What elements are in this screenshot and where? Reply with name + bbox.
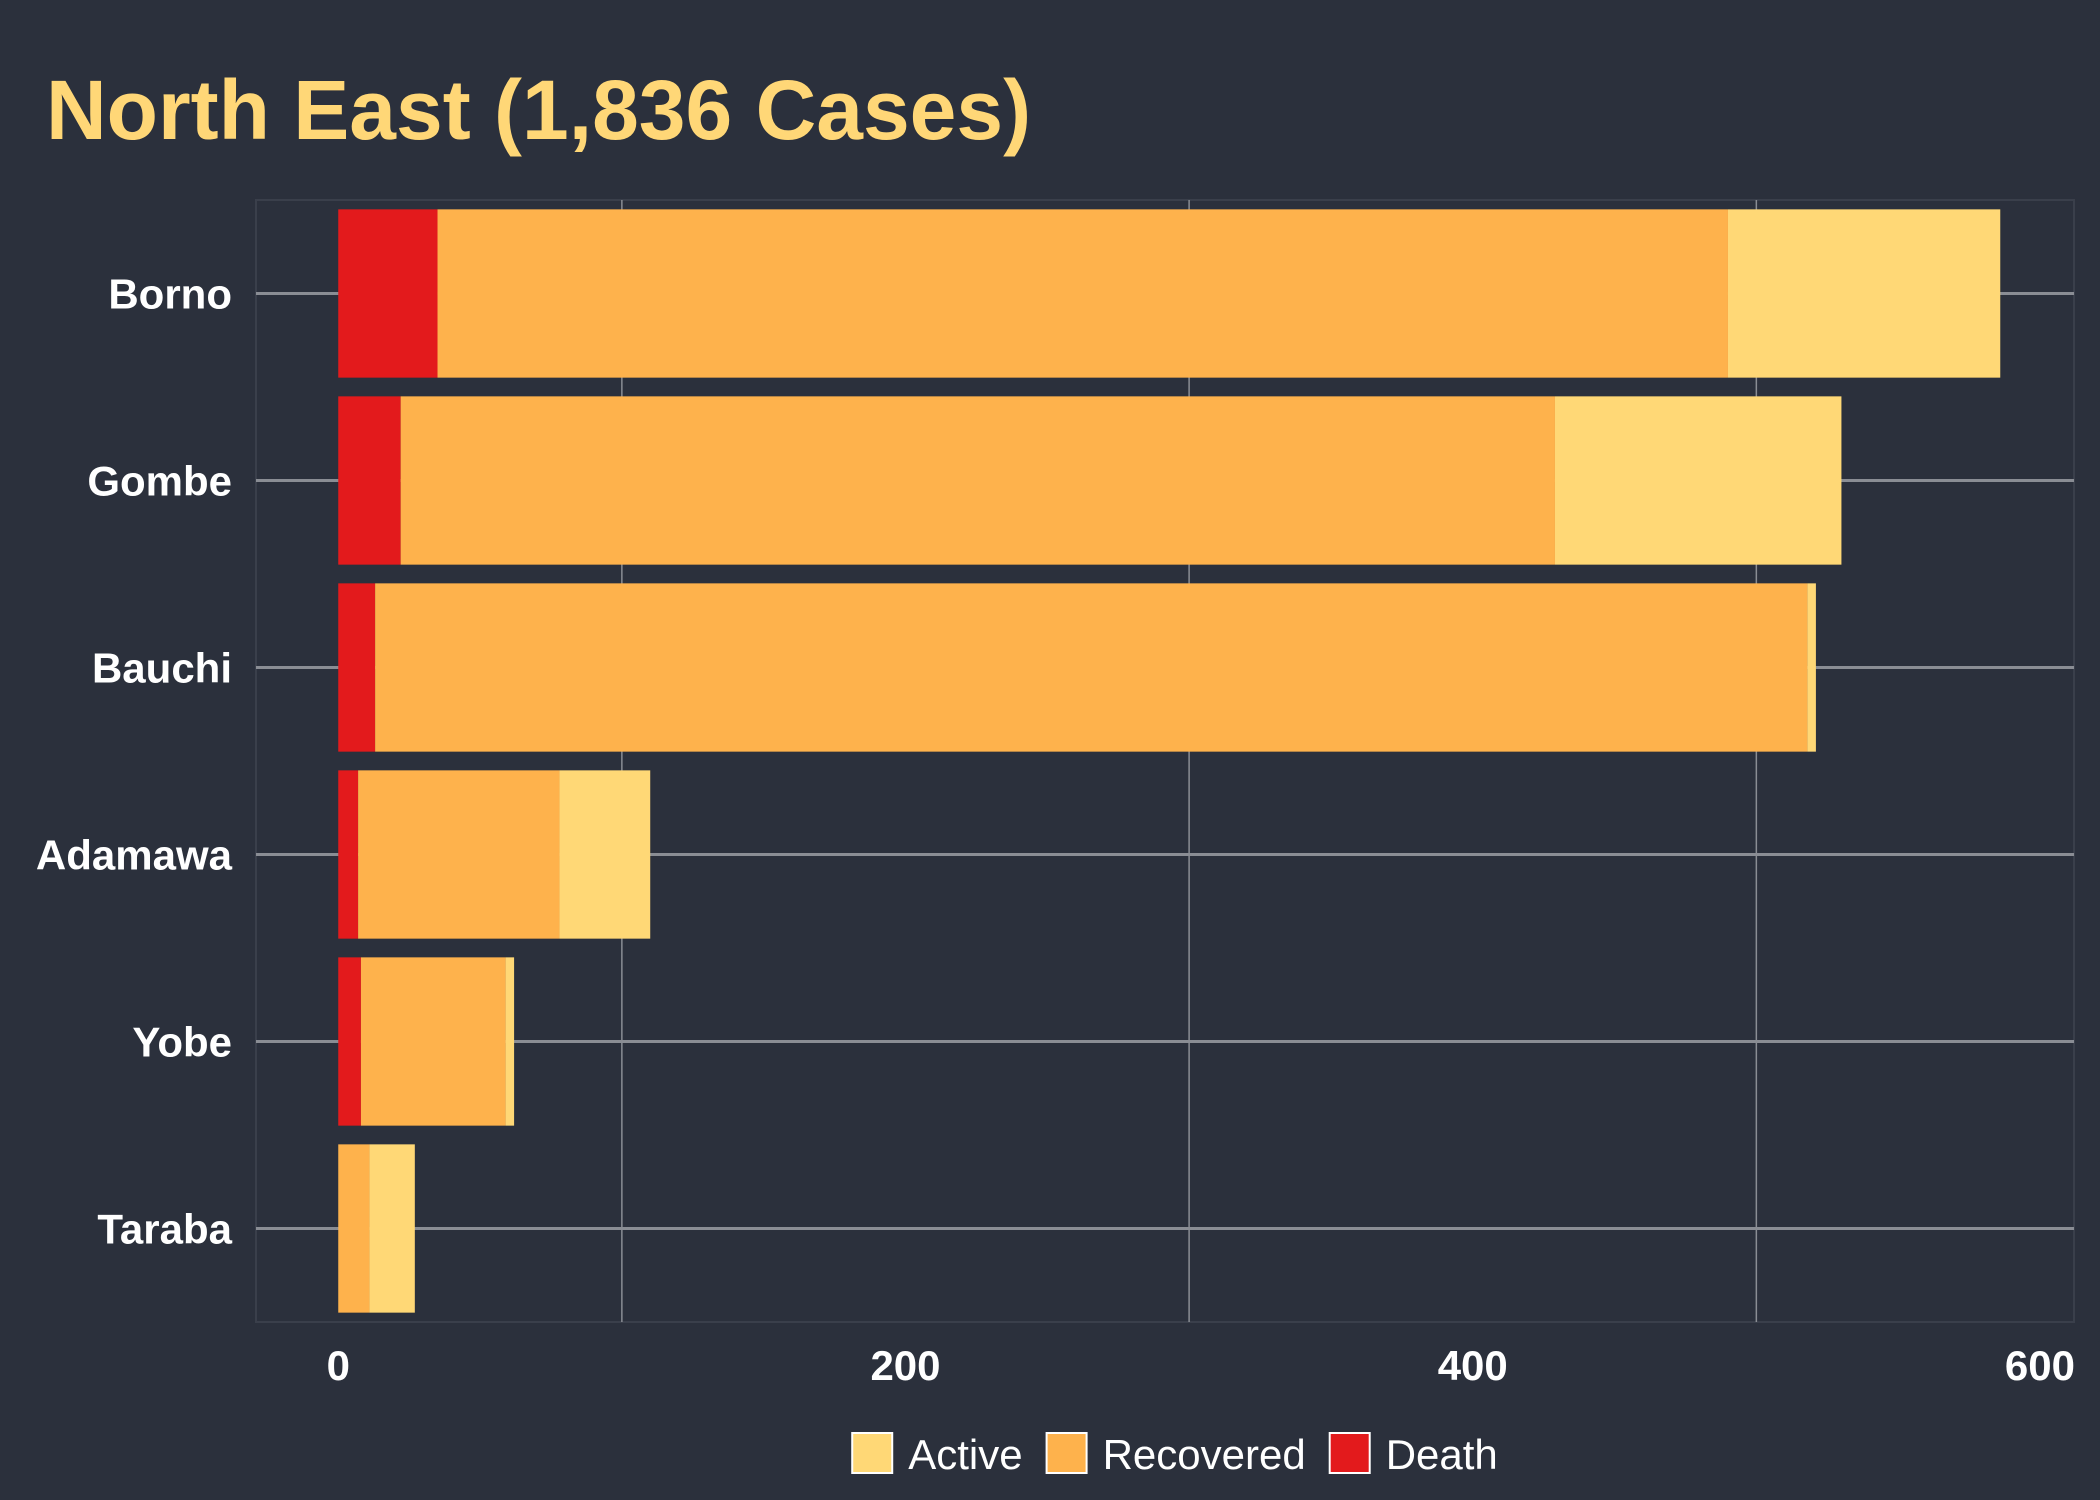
bar-death-gombe — [338, 396, 401, 565]
bar-recovered-yobe — [360, 957, 506, 1126]
x-tick-label: 600 — [2005, 1342, 2075, 1389]
legend-swatch-active — [851, 1432, 894, 1474]
legend-label-active: Active — [908, 1431, 1022, 1478]
bar-recovered-taraba — [338, 1144, 370, 1313]
bar-death-bauchi — [338, 583, 376, 752]
bar-active-adamawa — [559, 770, 651, 939]
legend-swatch-recovered — [1045, 1432, 1088, 1474]
bar-recovered-gombe — [400, 396, 1555, 565]
bar-death-borno — [338, 209, 438, 378]
bars-layer — [338, 209, 2001, 1313]
bar-recovered-bauchi — [375, 583, 1808, 752]
bar-active-gombe — [1554, 396, 1842, 565]
category-label-taraba: Taraba — [97, 1206, 232, 1253]
bar-recovered-adamawa — [358, 770, 560, 939]
legend-label-recovered: Recovered — [1103, 1431, 1306, 1478]
y-axis-labels: Borno Gombe Bauchi Adamawa Yobe Taraba — [36, 271, 233, 1253]
plot-panel — [255, 199, 2075, 1323]
bar-active-borno — [1727, 209, 2001, 378]
legend-swatch-death — [1328, 1432, 1371, 1474]
legend-label-death: Death — [1386, 1431, 1498, 1478]
legend: Active Recovered Death — [851, 1431, 1498, 1478]
category-label-gombe: Gombe — [87, 458, 232, 505]
x-tick-label: 0 — [327, 1342, 350, 1389]
bar-death-yobe — [338, 957, 361, 1126]
x-tick-label: 200 — [870, 1342, 940, 1389]
chart-title: North East (1,836 Cases) — [46, 63, 1032, 157]
bar-active-taraba — [369, 1144, 415, 1313]
category-label-yobe: Yobe — [132, 1019, 232, 1066]
bar-recovered-borno — [437, 209, 1728, 378]
bar-death-adamawa — [338, 770, 359, 939]
x-axis-tick-labels: 0 200 400 600 — [327, 1342, 2075, 1389]
bar-active-yobe — [505, 957, 515, 1126]
x-tick-label: 400 — [1438, 1342, 1508, 1389]
category-label-adamawa: Adamawa — [36, 832, 233, 879]
bar-active-bauchi — [1807, 583, 1816, 752]
category-label-bauchi: Bauchi — [92, 645, 232, 692]
category-label-borno: Borno — [108, 271, 232, 318]
